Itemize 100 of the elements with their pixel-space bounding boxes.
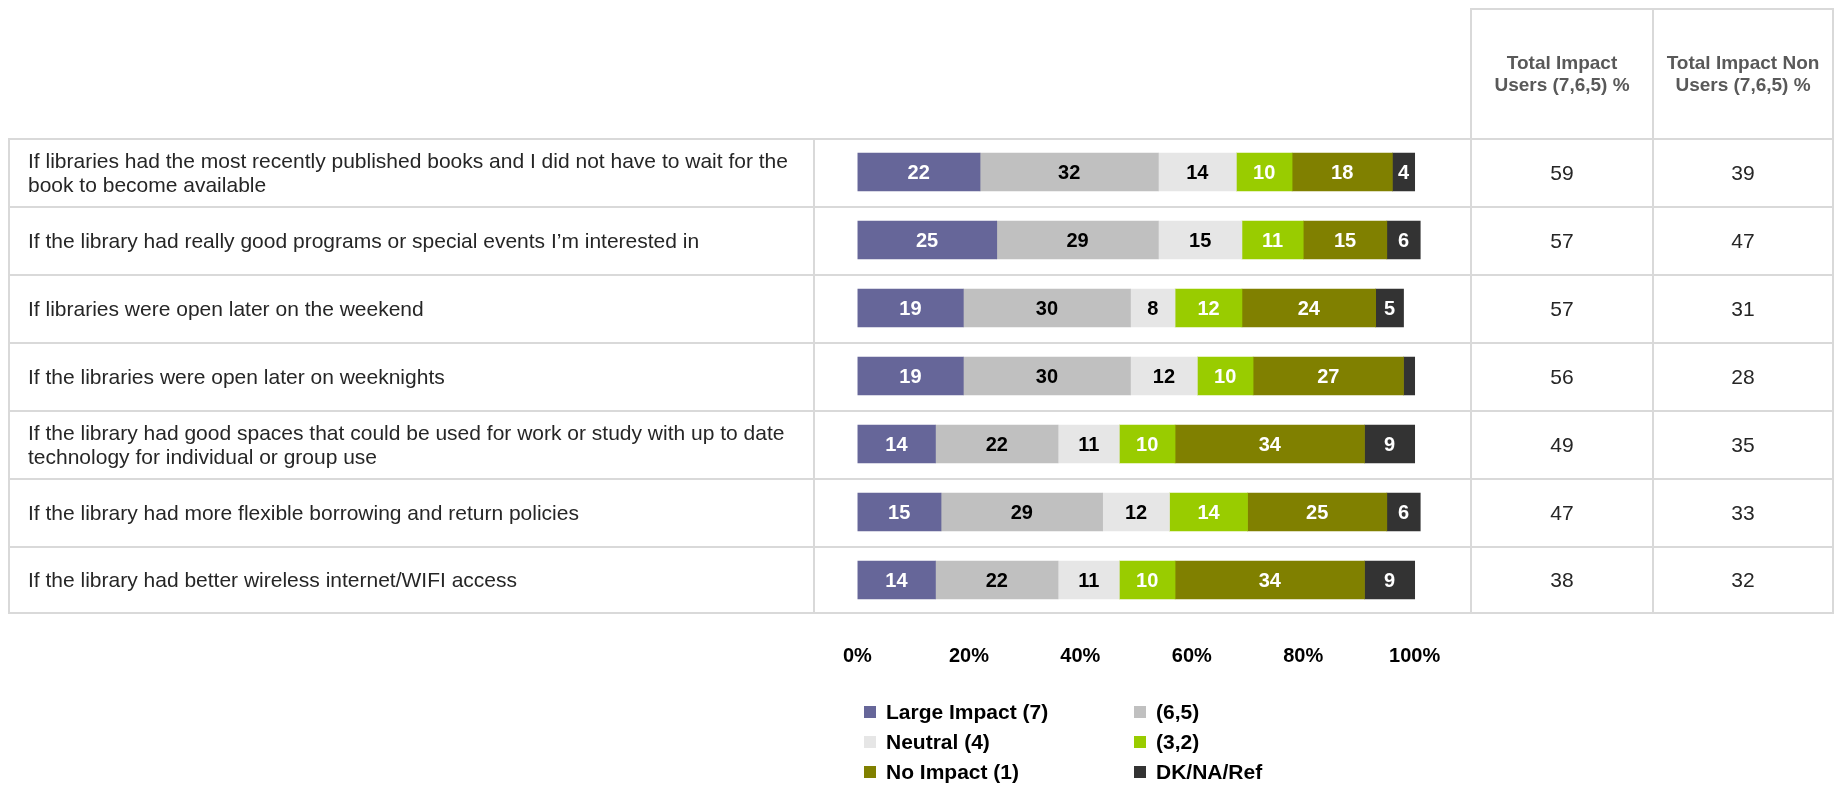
x-tick-label: 40% xyxy=(1060,643,1101,666)
data-label: 10 xyxy=(1136,568,1159,591)
text: 28 xyxy=(1652,342,1834,410)
bar xyxy=(963,288,1131,328)
x-tick-label: 20% xyxy=(948,643,990,666)
data-label: 4 xyxy=(1397,160,1410,183)
data-label: 12 xyxy=(1197,296,1220,319)
bar xyxy=(1174,288,1243,328)
text: 35 xyxy=(1652,410,1834,478)
bar xyxy=(1102,492,1170,532)
bar xyxy=(857,560,936,600)
bar xyxy=(1057,424,1120,464)
data-label: 27 xyxy=(1317,364,1340,387)
legend-label: No Impact (1) xyxy=(886,760,1020,784)
data-label: 11 xyxy=(1262,228,1284,251)
bar xyxy=(1241,288,1377,328)
data-label: 24 xyxy=(1297,296,1321,319)
data-label: 11 xyxy=(1078,432,1100,455)
bar xyxy=(1158,152,1237,192)
bar xyxy=(1247,492,1388,532)
bar xyxy=(1364,560,1416,600)
bar xyxy=(935,424,1059,464)
y-tick-label: If libraries were open later on the weekend xyxy=(8,274,813,342)
data-label: 6 xyxy=(1397,228,1410,251)
data-label: 34 xyxy=(1258,568,1282,591)
text: 57 xyxy=(1470,274,1652,342)
text: 32 xyxy=(1652,546,1834,614)
data-label: 10 xyxy=(1136,432,1159,455)
x-tick-label: 100% xyxy=(1389,643,1441,666)
legend-label: DK/NA/Ref xyxy=(1156,760,1263,784)
data-label: 25 xyxy=(915,228,939,251)
data-label: 18 xyxy=(1331,160,1354,183)
y-tick-label: If the library had really good programs or special events I’m interested in xyxy=(8,206,813,274)
data-label: 15 xyxy=(1189,228,1212,251)
bar xyxy=(979,152,1159,192)
data-label: 12 xyxy=(1152,364,1176,387)
data-label: 34 xyxy=(1258,432,1282,455)
data-label: 9 xyxy=(1384,568,1396,591)
text: Total Impact Users (7,6,5) % xyxy=(1470,8,1652,138)
text: 47 xyxy=(1652,206,1834,274)
bar xyxy=(1057,560,1120,600)
bar xyxy=(1291,152,1393,192)
legend-label: (3,2) xyxy=(1156,730,1200,754)
bar xyxy=(1174,424,1365,464)
data-label: 30 xyxy=(1035,296,1059,319)
bar xyxy=(940,492,1103,532)
text: Total Impact Non Users (7,6,5) % xyxy=(1652,8,1834,138)
data-label: 22 xyxy=(907,160,930,183)
data-label: 11 xyxy=(1078,568,1100,591)
bar xyxy=(1130,356,1198,396)
bar xyxy=(1403,356,1416,396)
data-label: 14 xyxy=(885,568,909,591)
bar xyxy=(857,356,964,396)
y-tick-label: If the library had good spaces that could be used for work or study with up to date technology for individual or group use xyxy=(8,410,813,478)
data-label: 10 xyxy=(1253,160,1276,183)
data-label: 32 xyxy=(1058,160,1081,183)
bar xyxy=(935,560,1059,600)
text: 31 xyxy=(1652,274,1834,342)
data-label: 19 xyxy=(899,296,922,319)
x-tick-label: 60% xyxy=(1171,643,1213,666)
data-label: 5 xyxy=(1384,296,1396,319)
bar xyxy=(1252,356,1404,396)
data-label: 12 xyxy=(1124,500,1148,523)
bar xyxy=(1364,424,1416,464)
data-label: 15 xyxy=(1333,228,1357,251)
data-label: 22 xyxy=(985,568,1008,591)
data-label: 15 xyxy=(888,500,911,523)
bar xyxy=(1158,220,1243,260)
y-tick-label: If the libraries were open later on weeknights xyxy=(8,342,813,410)
bar xyxy=(857,220,998,260)
bar xyxy=(1169,492,1248,532)
data-label: 19 xyxy=(899,364,922,387)
data-label: 29 xyxy=(1066,228,1089,251)
y-tick-label: If the library had more flexible borrowing and return policies xyxy=(8,478,813,546)
text: 39 xyxy=(1652,138,1834,206)
text: 49 xyxy=(1470,410,1652,478)
data-label: 6 xyxy=(1397,500,1410,523)
bar xyxy=(857,424,936,464)
text: 47 xyxy=(1470,478,1652,546)
bar xyxy=(996,220,1159,260)
x-tick-label: 80% xyxy=(1283,643,1324,666)
y-tick-label: If libraries had the most recently published books and I did not have to wait for the book to become available xyxy=(8,138,813,206)
legend-label: (6,5) xyxy=(1156,700,1200,724)
bar xyxy=(1241,220,1304,260)
text: 57 xyxy=(1470,206,1652,274)
bar xyxy=(1302,220,1388,260)
data-label: 8 xyxy=(1147,296,1159,319)
bar xyxy=(857,288,964,328)
legend-label: Large Impact (7) xyxy=(886,700,1049,724)
y-tick-label: If the library had better wireless internet/WIFI access xyxy=(8,546,813,614)
data-label: 14 xyxy=(885,432,909,455)
bar xyxy=(857,492,942,532)
text: 56 xyxy=(1470,342,1652,410)
data-label: 29 xyxy=(1010,500,1033,523)
text: 33 xyxy=(1652,478,1834,546)
legend-label: Neutral (4) xyxy=(886,730,990,754)
data-label: 9 xyxy=(1384,432,1396,455)
data-label: 10 xyxy=(1214,364,1237,387)
data-label: 25 xyxy=(1306,500,1329,523)
data-label: 14 xyxy=(1197,500,1221,523)
